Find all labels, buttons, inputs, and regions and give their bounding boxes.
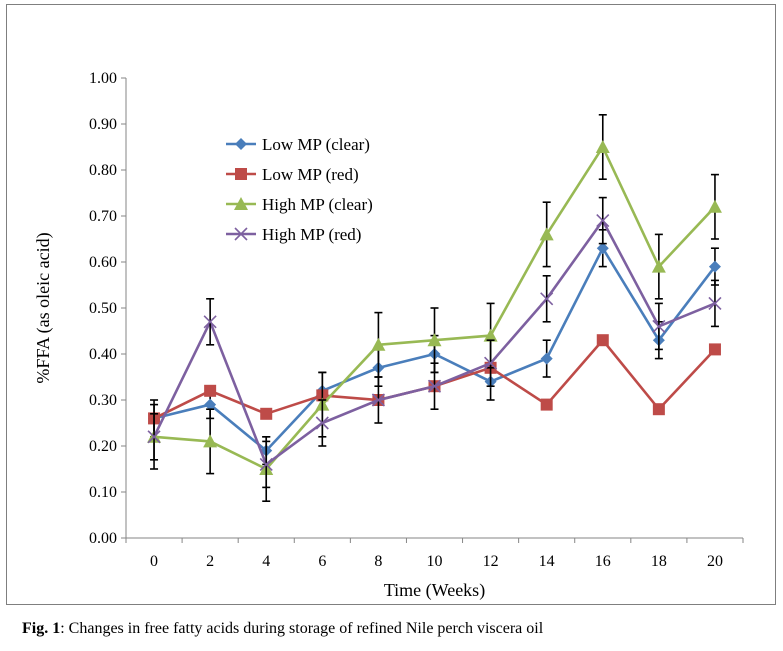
series-3-point: [371, 337, 386, 351]
series-4-point: [596, 214, 610, 228]
y-tick-label: 0.30: [89, 392, 117, 409]
caption-lead: Fig. 1: [22, 620, 61, 637]
ffa-line-chart: 0.00 0.10 0.20 0.30 0.40 0.50 0.60 0.70 0.80 0.90…: [33, 70, 744, 601]
series-2-point: [708, 343, 721, 356]
series-1-point: [540, 352, 553, 365]
y-tick-label: 0.50: [89, 300, 117, 317]
series-2-point: [652, 403, 665, 416]
series-4-point: [259, 457, 273, 471]
x-tick-label: 18: [651, 553, 667, 570]
y-tick-label: 0.00: [89, 530, 117, 547]
series-4-point: [652, 319, 666, 333]
legend-1-marker: [235, 138, 247, 150]
x-tick-label: 8: [374, 553, 382, 570]
series-4-point: [484, 356, 498, 370]
series-3-point: [427, 333, 442, 347]
x-tick-label: 2: [206, 553, 214, 570]
series-3-point: [203, 434, 218, 448]
legend-3-marker: [234, 197, 248, 210]
series-1-point: [596, 242, 609, 255]
series-1-point: [204, 398, 217, 411]
series-2-point: [540, 398, 553, 411]
legend-4-marker: [234, 227, 248, 241]
series-4-point: [708, 296, 722, 310]
x-tick-label: 14: [539, 553, 555, 570]
x-axis-title: Time (Weeks): [384, 580, 485, 601]
legend-4-label: High MP (red): [262, 225, 361, 244]
series-4-point: [540, 292, 554, 306]
y-tick-label: 0.80: [89, 162, 117, 179]
series-3-point: [595, 140, 610, 153]
series-3-point: [651, 259, 666, 273]
series-4-point: [427, 379, 442, 393]
y-axis-title: %FFA (as oleic acid): [33, 232, 54, 383]
x-tick-label: 6: [318, 553, 326, 570]
series-4-point: [203, 315, 217, 329]
legend-3-label: High MP (clear): [262, 195, 373, 214]
y-tick-label: 0.10: [89, 484, 117, 501]
y-tick-label: 0.70: [89, 208, 117, 225]
series-4-point: [315, 416, 329, 430]
series-2-point: [204, 384, 217, 397]
y-tick-label: 0.90: [89, 116, 117, 133]
series-1-point: [708, 260, 721, 273]
series-4-point: [147, 430, 161, 444]
y-tick-label: 0.40: [89, 346, 117, 363]
legend-2-label: Low MP (red): [262, 165, 359, 184]
y-tick-label: 0.20: [89, 438, 117, 455]
series-2-point: [260, 407, 273, 420]
legend-1-label: Low MP (clear): [262, 135, 370, 154]
y-tick-label: 0.60: [89, 254, 117, 271]
series-2-point: [596, 334, 609, 347]
caption-text: : Changes in free fatty acids during sto…: [60, 620, 544, 637]
y-tick-label: 1.00: [89, 70, 117, 87]
legend-2-marker: [235, 168, 247, 180]
x-tick-label: 0: [150, 553, 158, 570]
x-tick-label: 20: [707, 553, 723, 570]
series-3-point: [483, 328, 498, 342]
x-tick-label: 12: [483, 553, 499, 570]
figure-caption: Fig. 1: Changes in free fatty acids duri…: [22, 620, 543, 638]
series-3-point: [707, 199, 722, 213]
x-tick-label: 10: [427, 553, 443, 570]
x-tick-label: 16: [595, 553, 611, 570]
series-3-point: [539, 227, 554, 241]
series-4-point: [371, 393, 385, 407]
x-tick-label: 4: [262, 553, 270, 570]
